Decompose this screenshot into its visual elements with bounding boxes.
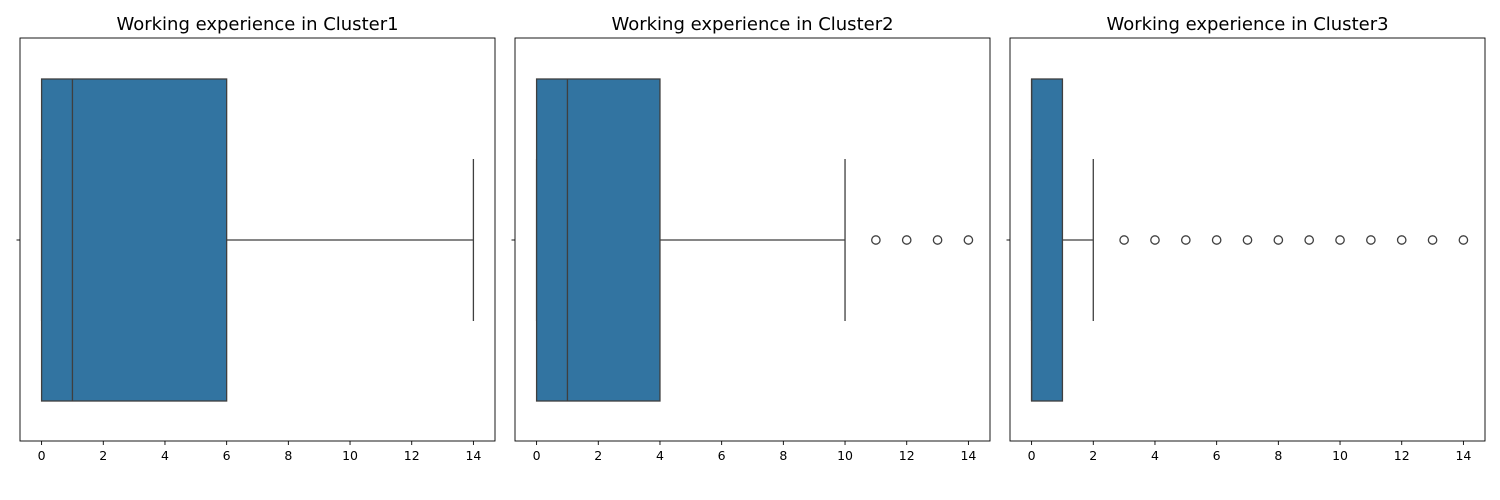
- outlier-point: [1273, 235, 1284, 245]
- panel-cluster1: Working experience in Cluster1 0 2 4 6 8 10 12…: [16, 14, 496, 463]
- x-tick-label: 6: [1213, 448, 1221, 463]
- box-plot-marks: [40, 78, 475, 402]
- outlier-point: [1150, 235, 1160, 245]
- panel-cluster3: Working experience in Cluster3 0 2 4 6 8 10 12…: [1006, 14, 1486, 463]
- x-tick-label: 12: [1394, 448, 1410, 463]
- x-tick-label: 2: [1089, 448, 1097, 463]
- chart-title: Working experience in Cluster1: [116, 14, 398, 35]
- outlier-point: [932, 235, 943, 245]
- x-tick-label: 0: [38, 448, 46, 463]
- outlier-point: [1119, 235, 1129, 245]
- x-tick-label: 12: [404, 448, 420, 463]
- x-tick-label: 14: [960, 448, 976, 463]
- iqr-box: [40, 78, 228, 402]
- x-tick-label: 4: [161, 448, 169, 463]
- outlier-point: [1366, 235, 1376, 245]
- iqr-box: [535, 78, 661, 402]
- x-tick-label: 6: [223, 448, 231, 463]
- x-tick-label: 12: [899, 448, 915, 463]
- outlier-point: [1304, 235, 1315, 245]
- chart-title: Working experience in Cluster3: [1106, 14, 1388, 35]
- box-plot-marks: [535, 78, 974, 402]
- x-tick-label: 2: [99, 448, 107, 463]
- chart-title: Working experience in Cluster2: [611, 14, 893, 35]
- axes-frame: [19, 37, 496, 442]
- outlier-point: [1396, 235, 1407, 245]
- x-tick-label: 4: [656, 448, 664, 463]
- outlier-point: [963, 235, 974, 245]
- x-axis-ticks: 0 2 4 6 8 10 12 14: [533, 441, 976, 463]
- outlier-point: [1211, 235, 1222, 245]
- outlier-point: [1335, 235, 1345, 245]
- x-tick-label: 10: [1332, 448, 1348, 463]
- x-axis-ticks: 0 2 4 6 8 10 12 14: [38, 441, 481, 463]
- outlier-point: [871, 235, 881, 245]
- axes-frame: [514, 37, 991, 442]
- x-tick-label: 6: [718, 448, 726, 463]
- x-axis-ticks: 0 2 4 6 8 10 12 14: [1028, 441, 1471, 463]
- box-plot-marks: [1030, 78, 1469, 402]
- x-tick-label: 0: [1028, 448, 1036, 463]
- x-tick-label: 2: [594, 448, 602, 463]
- outlier-point: [1458, 235, 1469, 245]
- x-tick-label: 14: [465, 448, 481, 463]
- x-tick-label: 10: [837, 448, 853, 463]
- x-tick-label: 4: [1151, 448, 1159, 463]
- outlier-point: [1180, 235, 1191, 245]
- outlier-point: [1427, 235, 1438, 245]
- outlier-point: [1242, 235, 1253, 245]
- x-tick-label: 8: [284, 448, 292, 463]
- x-tick-label: 0: [533, 448, 541, 463]
- panel-cluster2: Working experience in Cluster2 0 2 4 6 8 10 12…: [511, 14, 991, 463]
- x-tick-label: 10: [342, 448, 358, 463]
- x-tick-label: 8: [779, 448, 787, 463]
- x-tick-label: 8: [1274, 448, 1282, 463]
- outlier-point: [901, 235, 912, 245]
- axes-frame: [1009, 37, 1486, 442]
- iqr-box: [1030, 78, 1064, 402]
- x-tick-label: 14: [1455, 448, 1471, 463]
